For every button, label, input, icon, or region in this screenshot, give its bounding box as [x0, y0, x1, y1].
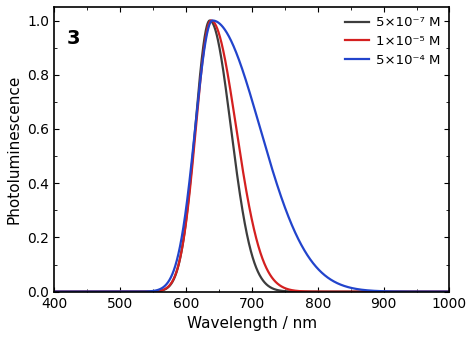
5×10⁻⁴ M [52, 290, 57, 294]
5×10⁻⁷ M [207, 19, 213, 23]
5×10⁻⁴ M [210, 19, 215, 23]
5×10⁻⁷ M [52, 290, 57, 294]
5×10⁻⁴ M [120, 290, 126, 294]
Line: 5×10⁻⁷ M: 5×10⁻⁷ M [55, 21, 449, 292]
5×10⁻⁴ M [203, 38, 209, 42]
5×10⁻⁴ M [447, 290, 452, 294]
5×10⁻⁷ M [97, 290, 102, 294]
5×10⁻⁴ M [396, 289, 402, 293]
5×10⁻⁴ M [439, 290, 445, 294]
Line: 5×10⁻⁴ M: 5×10⁻⁴ M [55, 21, 449, 292]
Line: 1×10⁻⁵ M: 1×10⁻⁵ M [55, 21, 449, 292]
5×10⁻⁷ M [396, 290, 402, 294]
1×10⁻⁵ M [203, 34, 209, 38]
1×10⁻⁵ M [208, 19, 214, 23]
1×10⁻⁵ M [220, 48, 226, 52]
X-axis label: Wavelength / nm: Wavelength / nm [187, 316, 317, 331]
5×10⁻⁷ M [120, 290, 126, 294]
5×10⁻⁴ M [220, 25, 226, 29]
Legend: 5×10⁻⁷ M, 1×10⁻⁵ M, 5×10⁻⁴ M: 5×10⁻⁷ M, 1×10⁻⁵ M, 5×10⁻⁴ M [340, 11, 446, 72]
1×10⁻⁵ M [447, 290, 452, 294]
5×10⁻⁴ M [97, 290, 102, 294]
5×10⁻⁷ M [203, 28, 209, 32]
1×10⁻⁵ M [120, 290, 126, 294]
1×10⁻⁵ M [439, 290, 445, 294]
1×10⁻⁵ M [52, 290, 57, 294]
Text: 3: 3 [66, 29, 80, 48]
1×10⁻⁵ M [396, 290, 402, 294]
5×10⁻⁷ M [220, 68, 226, 72]
5×10⁻⁷ M [447, 290, 452, 294]
5×10⁻⁷ M [439, 290, 445, 294]
1×10⁻⁵ M [97, 290, 102, 294]
Y-axis label: Photoluminescence: Photoluminescence [7, 75, 22, 224]
